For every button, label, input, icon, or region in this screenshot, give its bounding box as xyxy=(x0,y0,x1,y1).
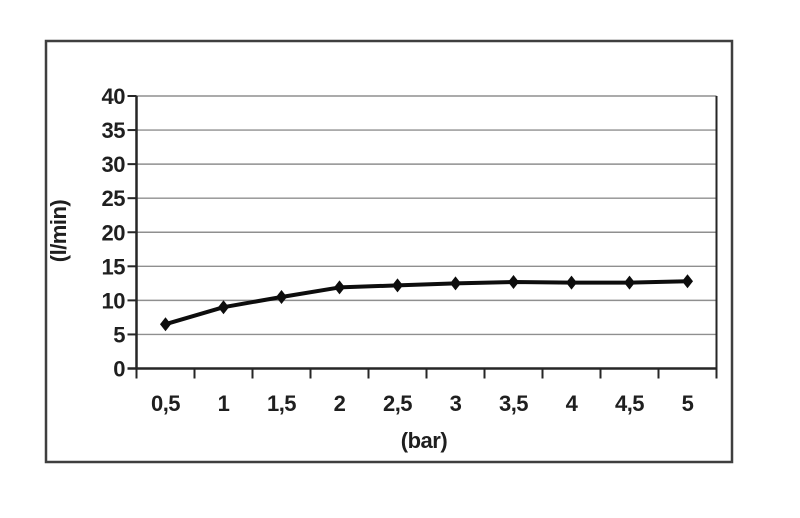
x-tick-label: 0,5 xyxy=(151,391,180,416)
x-tick-label: 3 xyxy=(450,391,462,416)
y-tick-label: 25 xyxy=(102,186,126,211)
data-point-marker xyxy=(450,276,461,291)
data-point-marker xyxy=(276,289,287,304)
data-point-marker xyxy=(682,274,693,289)
x-axis-title: (bar) xyxy=(401,428,448,453)
x-tick-label: 2 xyxy=(334,391,346,416)
x-tick-label: 4,5 xyxy=(615,391,644,416)
y-tick-label: 0 xyxy=(113,357,125,382)
y-tick-label: 20 xyxy=(102,220,126,245)
chart-outer-border xyxy=(44,39,734,464)
x-tick-label: 4 xyxy=(566,391,579,416)
data-point-marker xyxy=(160,317,171,332)
data-point-marker xyxy=(334,280,345,295)
series-line xyxy=(163,279,690,327)
data-point-marker xyxy=(566,275,577,290)
x-tick-label: 5 xyxy=(682,391,694,416)
y-axis-title: (l/min) xyxy=(46,200,71,263)
x-tick-label: 3,5 xyxy=(499,391,528,416)
y-tick-label: 40 xyxy=(102,84,126,109)
x-tick-label: 1,5 xyxy=(267,391,296,416)
data-point-marker xyxy=(392,278,403,293)
y-tick-label: 5 xyxy=(113,322,125,347)
y-tick-label: 15 xyxy=(102,254,126,279)
x-tick-label: 1 xyxy=(218,391,230,416)
y-tick-label: 10 xyxy=(102,288,126,313)
y-tick-label: 35 xyxy=(102,118,126,143)
data-point-marker xyxy=(624,275,635,290)
data-point-marker xyxy=(508,274,519,289)
x-tick-label: 2,5 xyxy=(383,391,412,416)
y-tick-label: 30 xyxy=(102,152,126,177)
data-point-marker xyxy=(218,300,229,315)
